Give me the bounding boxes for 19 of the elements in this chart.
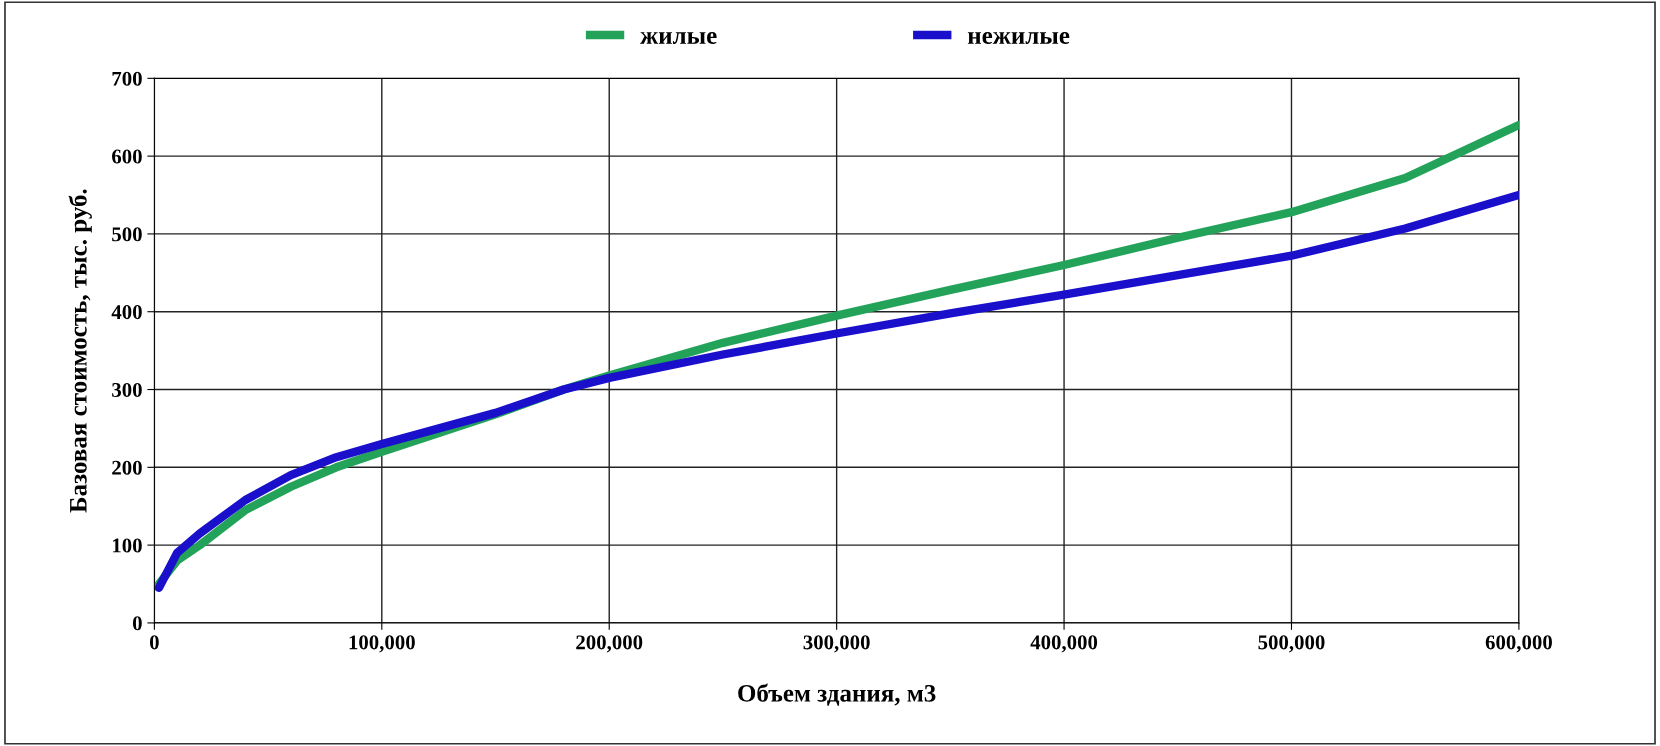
- x-axis-title: Объем здания, м3: [738, 683, 936, 706]
- x-tick-label: 400,000: [1030, 635, 1098, 653]
- legend-label: нежилые: [967, 31, 1070, 44]
- y-axis-title: Базовая стоимость, тыс. руб.: [68, 189, 92, 513]
- x-tick-label: 500,000: [1258, 635, 1325, 653]
- x-tick-label: 200,000: [576, 635, 643, 653]
- y-tick-label: 200: [112, 460, 142, 475]
- y-tick-label: 500: [112, 227, 142, 242]
- x-tick-label: 600,000: [1485, 635, 1552, 653]
- y-tick-label: 400: [111, 305, 142, 320]
- legend-label: жилые: [640, 31, 717, 44]
- y-tick-label: 100: [112, 538, 142, 553]
- y-tick-label: 700: [112, 71, 142, 86]
- x-tick-label: 100,000: [349, 635, 415, 653]
- x-tick-label: 300,000: [803, 635, 870, 653]
- y-tick-label: 300: [112, 382, 142, 397]
- x-tick-label: 0: [149, 635, 159, 650]
- y-tick-label: 0: [132, 616, 142, 631]
- y-tick-label: 600: [112, 149, 142, 164]
